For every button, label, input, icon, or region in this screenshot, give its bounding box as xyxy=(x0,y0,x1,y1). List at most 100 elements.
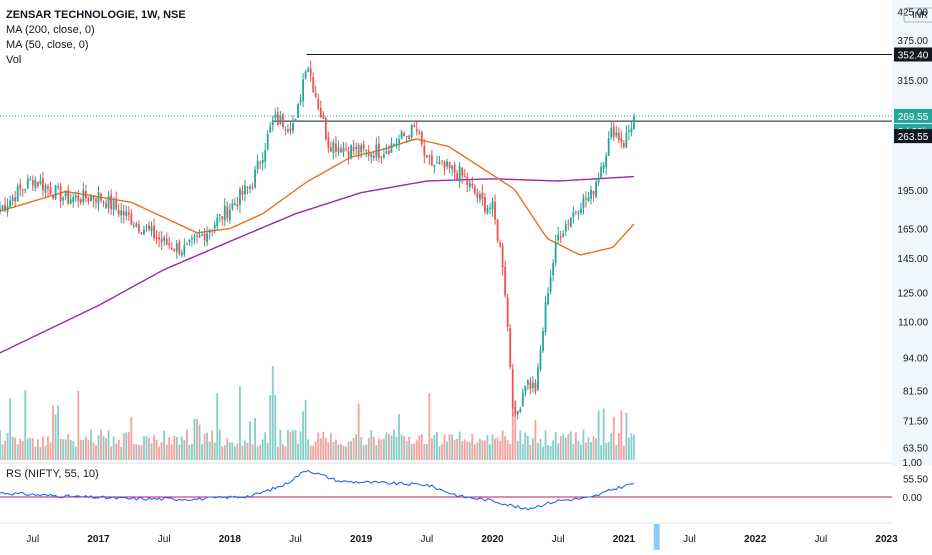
candle-body[interactable] xyxy=(383,154,385,158)
volume-bar[interactable] xyxy=(496,437,499,460)
candle-body[interactable] xyxy=(585,198,587,200)
volume-bar[interactable] xyxy=(84,436,87,460)
volume-bar[interactable] xyxy=(97,435,100,460)
candle-body[interactable] xyxy=(115,198,118,209)
candle-body[interactable] xyxy=(446,161,448,167)
volume-bar[interactable] xyxy=(158,446,161,460)
candle-body[interactable] xyxy=(208,230,211,233)
candle-body[interactable] xyxy=(148,225,150,230)
volume-bar[interactable] xyxy=(405,441,408,460)
candle-body[interactable] xyxy=(82,189,85,202)
candle-body[interactable] xyxy=(342,147,345,153)
candle-body[interactable] xyxy=(569,217,572,227)
volume-bar[interactable] xyxy=(170,444,173,460)
volume-bar[interactable] xyxy=(542,446,544,460)
candle-body[interactable] xyxy=(213,224,216,229)
volume-bar[interactable] xyxy=(274,395,277,460)
volume-bar[interactable] xyxy=(165,444,168,460)
candle-body[interactable] xyxy=(47,186,49,189)
volume-bar[interactable] xyxy=(390,435,393,460)
volume-bar[interactable] xyxy=(19,438,22,460)
candle-body[interactable] xyxy=(420,131,423,145)
legend-vol[interactable]: Vol xyxy=(6,54,22,66)
volume-bar[interactable] xyxy=(62,439,65,460)
candle-body[interactable] xyxy=(11,197,14,202)
volume-bar[interactable] xyxy=(509,444,512,460)
volume-bar[interactable] xyxy=(529,444,532,460)
candle-body[interactable] xyxy=(607,138,610,156)
volume-bar[interactable] xyxy=(600,445,603,460)
volume-bar[interactable] xyxy=(403,436,406,460)
candle-body[interactable] xyxy=(59,185,62,202)
candle-body[interactable] xyxy=(466,176,469,186)
candle-body[interactable] xyxy=(617,132,620,140)
volume-bar[interactable] xyxy=(287,429,289,460)
candle-body[interactable] xyxy=(335,143,337,152)
candle-body[interactable] xyxy=(216,217,219,227)
candle-body[interactable] xyxy=(461,167,464,176)
candle-body[interactable] xyxy=(52,195,54,199)
candle-body[interactable] xyxy=(19,184,22,189)
volume-bar[interactable] xyxy=(284,446,287,460)
volume-bar[interactable] xyxy=(532,438,534,460)
volume-bar[interactable] xyxy=(112,436,115,460)
candle-body[interactable] xyxy=(390,143,393,153)
candle-body[interactable] xyxy=(501,245,504,268)
volume-bar[interactable] xyxy=(355,434,358,460)
volume-bar[interactable] xyxy=(49,442,52,460)
volume-bar[interactable] xyxy=(590,442,592,460)
volume-bar[interactable] xyxy=(319,438,322,460)
volume-bar[interactable] xyxy=(309,445,312,460)
candle-body[interactable] xyxy=(627,130,630,133)
candle-body[interactable] xyxy=(95,198,97,202)
volume-bar[interactable] xyxy=(342,445,345,460)
volume-bar[interactable] xyxy=(314,441,317,460)
volume-bar[interactable] xyxy=(168,437,171,460)
volume-bar[interactable] xyxy=(21,440,24,460)
volume-bar[interactable] xyxy=(31,438,34,460)
candle-body[interactable] xyxy=(377,143,380,158)
candle-body[interactable] xyxy=(347,150,350,157)
volume-bar[interactable] xyxy=(433,435,436,460)
candle-body[interactable] xyxy=(223,205,226,221)
volume-bar[interactable] xyxy=(574,432,577,460)
volume-bar[interactable] xyxy=(360,436,363,460)
candle-body[interactable] xyxy=(489,207,491,209)
candle-body[interactable] xyxy=(42,178,44,191)
volume-bar[interactable] xyxy=(47,436,49,460)
candle-body[interactable] xyxy=(622,143,625,147)
candle-body[interactable] xyxy=(471,183,474,186)
candle-body[interactable] xyxy=(456,172,459,180)
volume-bar[interactable] xyxy=(77,390,80,460)
rs-indicator-label[interactable]: RS (NIFTY, 55, 10) xyxy=(6,468,99,480)
candle-body[interactable] xyxy=(36,182,39,187)
volume-bar[interactable] xyxy=(74,446,77,460)
candle-body[interactable] xyxy=(294,118,297,122)
candle-body[interactable] xyxy=(77,195,80,202)
volume-bar[interactable] xyxy=(102,436,105,460)
volume-bar[interactable] xyxy=(481,440,484,460)
volume-bar[interactable] xyxy=(14,437,17,460)
volume-bar[interactable] xyxy=(6,432,9,460)
candle-body[interactable] xyxy=(251,187,254,189)
candle-body[interactable] xyxy=(158,237,161,240)
volume-bar[interactable] xyxy=(130,417,133,460)
volume-bar[interactable] xyxy=(180,436,183,460)
volume-bar[interactable] xyxy=(420,434,423,460)
volume-bar[interactable] xyxy=(428,392,431,460)
volume-bar[interactable] xyxy=(259,444,262,460)
volume-bar[interactable] xyxy=(59,438,62,460)
candle-body[interactable] xyxy=(398,139,400,144)
volume-bar[interactable] xyxy=(188,444,191,460)
candle-body[interactable] xyxy=(269,126,272,133)
volume-bar[interactable] xyxy=(511,412,514,460)
volume-bar[interactable] xyxy=(183,439,186,460)
volume-bar[interactable] xyxy=(408,436,411,460)
volume-bar[interactable] xyxy=(132,444,135,460)
volume-bar[interactable] xyxy=(317,432,320,460)
candle-body[interactable] xyxy=(554,242,557,263)
volume-bar[interactable] xyxy=(539,438,542,460)
volume-bar[interactable] xyxy=(228,442,231,460)
candle-body[interactable] xyxy=(413,125,416,128)
